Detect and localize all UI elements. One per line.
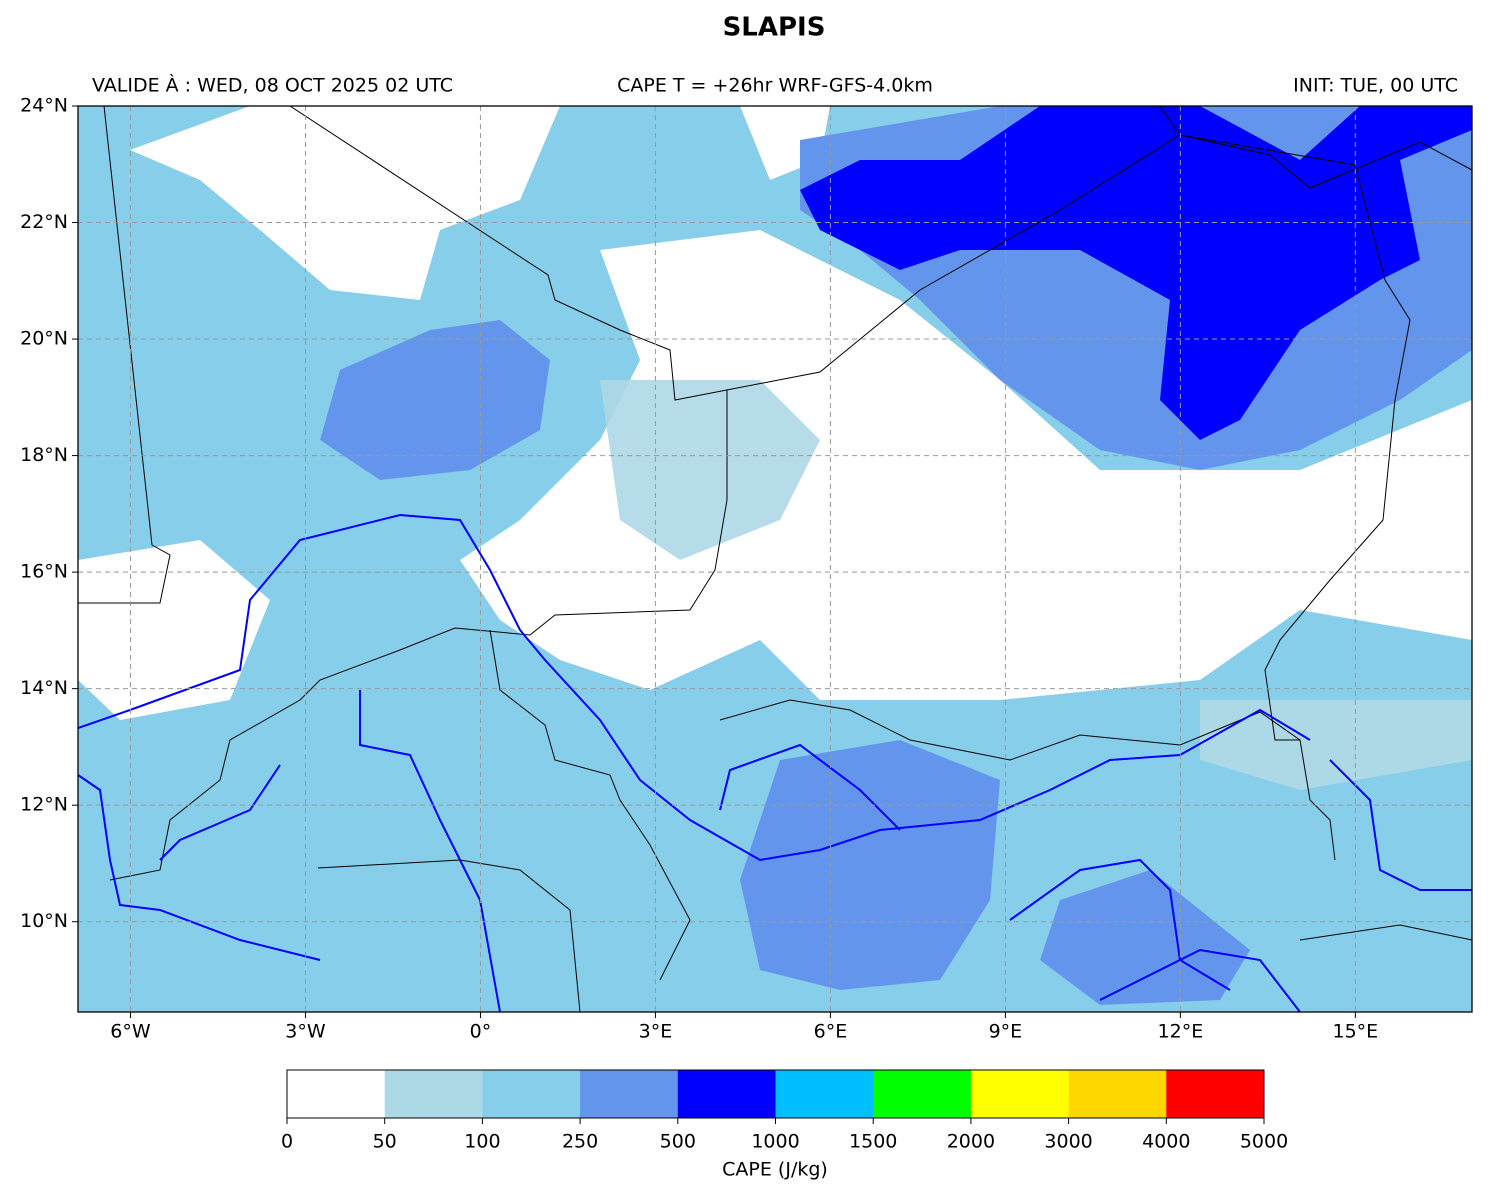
colorbar: 0 50 100 250 500 1000 1500 2000 3000 4000 5000 bbox=[281, 1069, 1288, 1153]
colorbar-tick-label: 50 bbox=[373, 1131, 397, 1153]
colorbar-segment bbox=[970, 1070, 1070, 1118]
y-tick-label: 10°N bbox=[20, 910, 68, 932]
colorbar-segment bbox=[1166, 1070, 1265, 1118]
y-tick-label: 24°N bbox=[20, 95, 68, 117]
cape-field bbox=[78, 106, 1472, 1012]
x-tick-label: 6°E bbox=[814, 1021, 848, 1043]
colorbar-segment bbox=[1068, 1070, 1167, 1118]
map-frame bbox=[77, 105, 1473, 1013]
gridlines bbox=[72, 105, 1472, 1018]
y-tick-label: 20°N bbox=[20, 328, 68, 350]
colorbar-label: CAPE (J/kg) bbox=[722, 1159, 828, 1181]
colorbar-tick-label: 1500 bbox=[849, 1131, 897, 1153]
y-tick-label: 12°N bbox=[20, 794, 68, 816]
y-tick-label: 18°N bbox=[20, 444, 68, 466]
x-tick-label: 3°E bbox=[639, 1021, 673, 1043]
colorbar-segment bbox=[775, 1070, 874, 1118]
x-tick-label: 12°E bbox=[1158, 1021, 1204, 1043]
colorbar-segment bbox=[580, 1070, 679, 1118]
x-tick-label: 6°W bbox=[110, 1021, 151, 1043]
x-tick-label: 0° bbox=[470, 1021, 492, 1043]
y-tick-label: 22°N bbox=[20, 211, 68, 233]
x-tick-label: 15°E bbox=[1333, 1021, 1379, 1043]
colorbar-segment bbox=[287, 1070, 386, 1118]
x-tick-label: 3°W bbox=[285, 1021, 326, 1043]
colorbar-tick-label: 4000 bbox=[1142, 1131, 1190, 1153]
colorbar-tick-label: 1000 bbox=[751, 1131, 799, 1153]
colorbar-tick-label: 100 bbox=[464, 1131, 500, 1153]
title: SLAPIS bbox=[723, 13, 826, 43]
y-tick-label: 16°N bbox=[20, 561, 68, 583]
colorbar-segment bbox=[482, 1070, 581, 1118]
colorbar-tick-label: 2000 bbox=[947, 1131, 995, 1153]
colorbar-tick-label: 500 bbox=[660, 1131, 696, 1153]
y-tick-label: 14°N bbox=[20, 677, 68, 699]
run-info: CAPE T = +26hr WRF-GFS-4.0km bbox=[617, 75, 933, 97]
colorbar-segment bbox=[873, 1070, 972, 1118]
init-time: INIT: TUE, 00 UTC bbox=[1293, 75, 1458, 97]
colorbar-tick-label: 3000 bbox=[1044, 1131, 1092, 1153]
colorbar-tick-label: 250 bbox=[562, 1131, 598, 1153]
x-tick-label: 9°E bbox=[989, 1021, 1023, 1043]
colorbar-segment bbox=[677, 1070, 776, 1118]
colorbar-tick-label: 0 bbox=[281, 1131, 293, 1153]
colorbar-tick-label: 5000 bbox=[1240, 1131, 1288, 1153]
colorbar-segment bbox=[384, 1070, 483, 1118]
valid-time: VALIDE À : WED, 08 OCT 2025 02 UTC bbox=[92, 74, 453, 97]
